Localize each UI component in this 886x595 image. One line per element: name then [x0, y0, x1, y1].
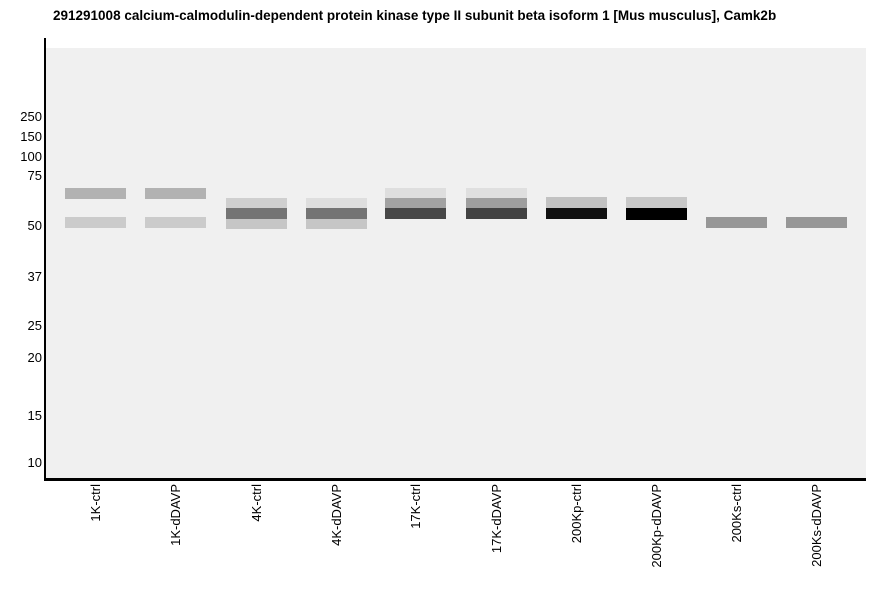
y-tick-label: 20 — [27, 350, 42, 365]
lane-label: 200Kp-ctrl — [568, 484, 584, 544]
y-axis-line — [44, 38, 46, 481]
blot-band — [706, 217, 767, 228]
blot-band — [306, 219, 367, 229]
y-tick-label: 150 — [20, 129, 42, 144]
blot-band — [626, 208, 687, 220]
blot-band — [145, 188, 206, 199]
y-tick-label: 75 — [27, 168, 42, 183]
y-tick-label: 250 — [20, 109, 42, 124]
y-tick-label: 10 — [27, 455, 42, 470]
blot-band — [385, 208, 446, 219]
x-axis-line — [44, 478, 866, 481]
blot-band — [226, 219, 287, 229]
blot-band — [546, 208, 607, 219]
lane-label: 4K-dDAVP — [328, 484, 344, 546]
blot-band — [466, 188, 527, 198]
blot-band — [226, 198, 287, 208]
blot-band — [65, 217, 126, 228]
blot-band — [65, 188, 126, 199]
lane-label: 200Ks-ctrl — [728, 484, 744, 543]
lane-label: 1K-ctrl — [87, 484, 103, 522]
blot-band — [786, 217, 847, 228]
blot-band — [145, 217, 206, 228]
y-tick-label: 100 — [20, 149, 42, 164]
y-tick-label: 50 — [27, 218, 42, 233]
y-tick-label: 37 — [27, 269, 42, 284]
lane-label: 200Ks-dDAVP — [808, 484, 824, 567]
blot-band — [626, 197, 687, 208]
blot-band — [546, 197, 607, 208]
lane-label: 4K-ctrl — [248, 484, 264, 522]
blot-band — [466, 208, 527, 219]
blot-band — [226, 208, 287, 219]
figure-title: 291291008 calcium-calmodulin-dependent p… — [53, 8, 777, 23]
y-tick-label: 15 — [27, 408, 42, 423]
y-tick-label: 25 — [27, 318, 42, 333]
lane-label: 17K-ctrl — [407, 484, 423, 529]
blot-band — [385, 188, 446, 198]
blot-band — [385, 198, 446, 208]
lane-label: 1K-dDAVP — [167, 484, 183, 546]
lane-label: 200Kp-dDAVP — [648, 484, 664, 568]
blot-band — [306, 208, 367, 219]
lane-label: 17K-dDAVP — [488, 484, 504, 554]
blot-band — [306, 198, 367, 208]
plot-area — [46, 48, 866, 478]
blot-band — [466, 198, 527, 208]
